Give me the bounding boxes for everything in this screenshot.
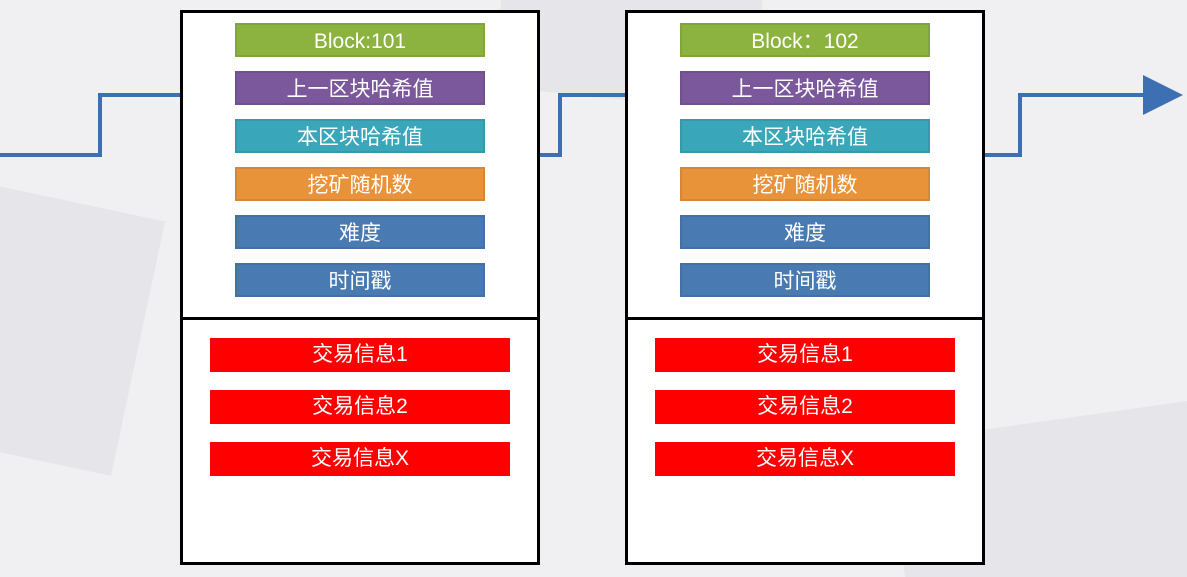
difficulty-row: 难度: [680, 215, 930, 249]
block-101: Block:101 上一区块哈希值 本区块哈希值 挖矿随机数 难度 时间戳 交易…: [180, 10, 540, 565]
nonce-row: 挖矿随机数: [680, 167, 930, 201]
nonce-row: 挖矿随机数: [235, 167, 485, 201]
blockchain-diagram: Block:101 上一区块哈希值 本区块哈希值 挖矿随机数 难度 时间戳 交易…: [0, 0, 1187, 577]
timestamp-row: 时间戳: [235, 263, 485, 297]
block-101-transactions: 交易信息1 交易信息2 交易信息X: [183, 320, 537, 502]
prev-hash-row: 上一区块哈希值: [680, 71, 930, 105]
tx-row: 交易信息2: [655, 390, 955, 424]
block-102-header: Block：102 上一区块哈希值 本区块哈希值 挖矿随机数 难度 时间戳: [628, 13, 982, 317]
tx-row: 交易信息2: [210, 390, 510, 424]
prev-hash-row: 上一区块哈希值: [235, 71, 485, 105]
difficulty-row: 难度: [235, 215, 485, 249]
block-title: Block:101: [235, 23, 485, 57]
block-102-transactions: 交易信息1 交易信息2 交易信息X: [628, 320, 982, 502]
this-hash-row: 本区块哈希值: [680, 119, 930, 153]
tx-row: 交易信息X: [210, 442, 510, 476]
connectors-layer: [0, 0, 1187, 577]
block-102: Block：102 上一区块哈希值 本区块哈希值 挖矿随机数 难度 时间戳 交易…: [625, 10, 985, 565]
tx-row: 交易信息1: [655, 338, 955, 372]
tx-row: 交易信息X: [655, 442, 955, 476]
this-hash-row: 本区块哈希值: [235, 119, 485, 153]
block-101-header: Block:101 上一区块哈希值 本区块哈希值 挖矿随机数 难度 时间戳: [183, 13, 537, 317]
block-title: Block：102: [680, 23, 930, 57]
timestamp-row: 时间戳: [680, 263, 930, 297]
tx-row: 交易信息1: [210, 338, 510, 372]
